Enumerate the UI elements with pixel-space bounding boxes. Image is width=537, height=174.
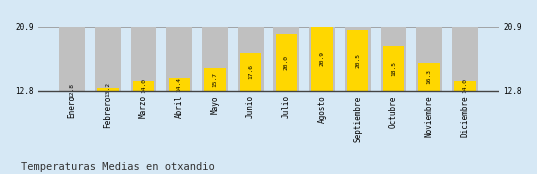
- Text: 20.0: 20.0: [284, 55, 289, 70]
- Bar: [273, 27, 299, 91]
- Bar: [345, 27, 371, 91]
- Text: 12.8: 12.8: [70, 83, 75, 98]
- Bar: [383, 46, 404, 91]
- Text: 20.5: 20.5: [355, 53, 360, 68]
- Text: Temperaturas Medias en otxandio: Temperaturas Medias en otxandio: [21, 162, 215, 172]
- Bar: [97, 88, 119, 91]
- Text: 14.4: 14.4: [177, 77, 182, 92]
- Text: 18.5: 18.5: [391, 61, 396, 76]
- Bar: [59, 27, 85, 91]
- Bar: [130, 27, 156, 91]
- Bar: [452, 27, 478, 91]
- Bar: [95, 27, 121, 91]
- Bar: [169, 78, 190, 91]
- Text: 20.9: 20.9: [320, 51, 324, 66]
- Bar: [133, 81, 154, 91]
- Text: 14.0: 14.0: [462, 78, 467, 93]
- Bar: [166, 27, 192, 91]
- Bar: [418, 63, 440, 91]
- Bar: [416, 27, 442, 91]
- Text: 16.3: 16.3: [427, 69, 432, 84]
- Bar: [240, 53, 262, 91]
- Bar: [309, 27, 335, 91]
- Bar: [381, 27, 407, 91]
- Bar: [454, 81, 476, 91]
- Bar: [311, 27, 333, 91]
- Bar: [204, 68, 226, 91]
- Bar: [238, 27, 264, 91]
- Bar: [202, 27, 228, 91]
- Bar: [275, 34, 297, 91]
- Text: 17.6: 17.6: [248, 64, 253, 79]
- Text: 15.7: 15.7: [213, 72, 217, 87]
- Text: 14.0: 14.0: [141, 78, 146, 93]
- Text: 13.2: 13.2: [105, 82, 110, 97]
- Bar: [347, 30, 368, 91]
